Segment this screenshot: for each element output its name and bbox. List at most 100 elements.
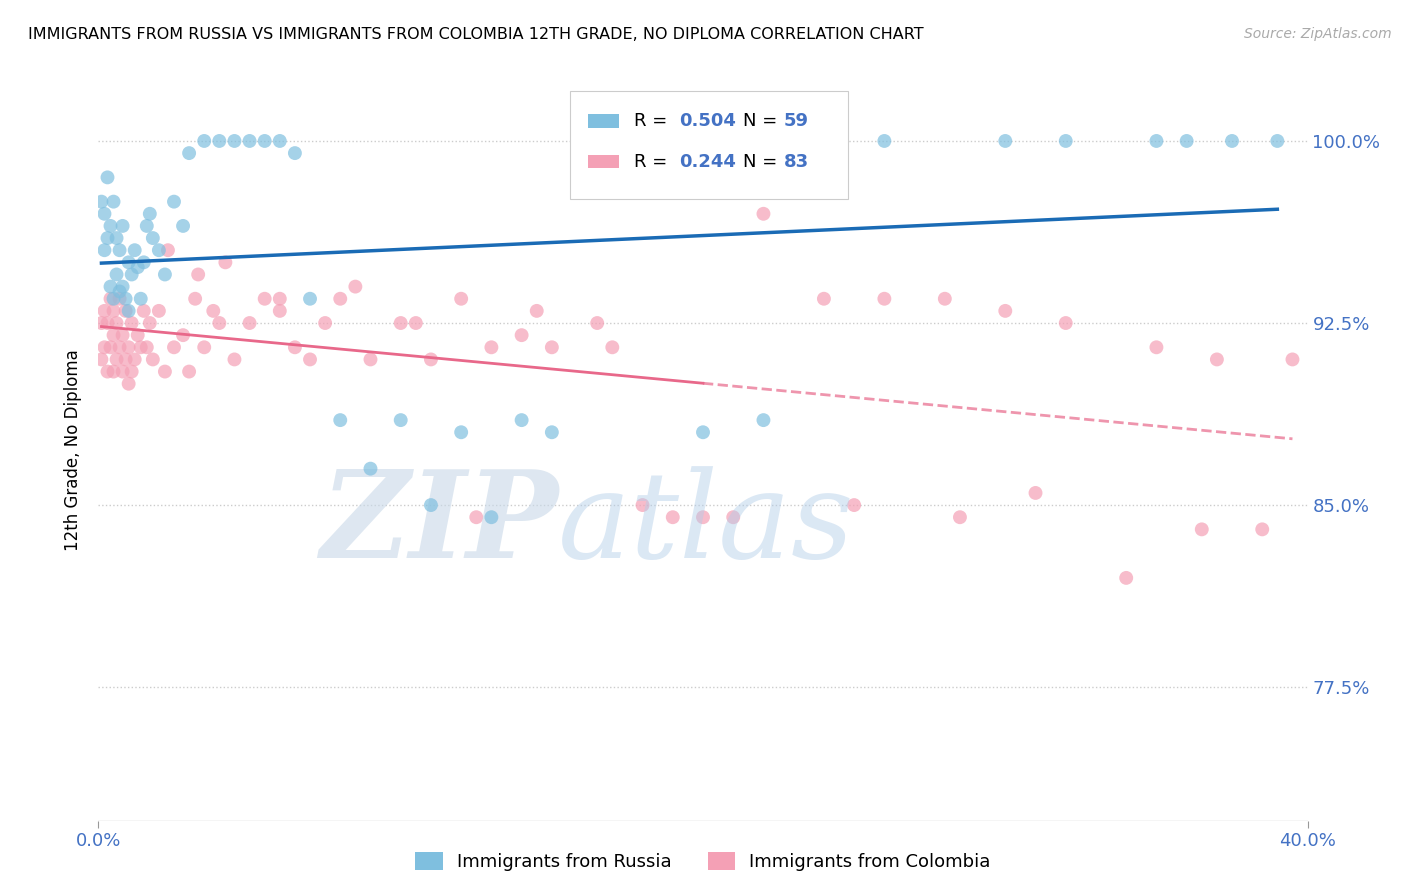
Point <box>127 328 149 343</box>
Point <box>118 376 141 391</box>
Point <box>1146 134 1168 148</box>
Point <box>1251 522 1274 536</box>
Point <box>111 328 134 343</box>
Point <box>284 146 307 161</box>
Point <box>184 292 207 306</box>
Point <box>239 134 262 148</box>
Point <box>481 340 503 354</box>
Point <box>172 328 194 343</box>
Point <box>100 292 122 306</box>
Point <box>118 304 141 318</box>
Point <box>114 352 136 367</box>
Point <box>526 304 548 318</box>
Point <box>172 219 194 233</box>
Point <box>752 207 775 221</box>
Y-axis label: 12th Grade, No Diploma: 12th Grade, No Diploma <box>65 350 83 551</box>
Point <box>90 194 112 209</box>
Text: 59: 59 <box>785 112 808 130</box>
Point <box>631 498 654 512</box>
Point <box>135 219 157 233</box>
Point <box>96 231 118 245</box>
Point <box>118 255 141 269</box>
Point <box>540 340 562 354</box>
Bar <box>588 155 619 169</box>
Point <box>1281 352 1303 367</box>
Point <box>90 352 112 367</box>
Point <box>253 292 276 306</box>
Point <box>179 365 201 379</box>
Point <box>163 340 186 354</box>
Point <box>661 510 683 524</box>
Point <box>813 292 835 306</box>
Point <box>253 134 276 148</box>
Point <box>96 170 118 185</box>
Text: 0.244: 0.244 <box>679 153 735 170</box>
Legend: Immigrants from Russia, Immigrants from Colombia: Immigrants from Russia, Immigrants from … <box>408 845 998 879</box>
Point <box>142 231 165 245</box>
Point <box>299 292 322 306</box>
Point <box>450 292 472 306</box>
Point <box>284 340 307 354</box>
Point <box>481 510 503 524</box>
Point <box>108 292 131 306</box>
Point <box>121 365 143 379</box>
Point <box>153 268 176 282</box>
Point <box>224 352 246 367</box>
Point <box>329 413 352 427</box>
Point <box>118 340 141 354</box>
Point <box>202 304 225 318</box>
Point <box>142 352 165 367</box>
Text: atlas: atlas <box>558 466 855 583</box>
Point <box>269 292 291 306</box>
Point <box>752 413 775 427</box>
Point <box>450 425 472 440</box>
Point <box>129 292 152 306</box>
Point <box>1267 134 1289 148</box>
Point <box>844 498 866 512</box>
Point <box>153 365 176 379</box>
Point <box>139 316 162 330</box>
Point <box>540 425 562 440</box>
Point <box>121 316 143 330</box>
Text: N =: N = <box>742 153 783 170</box>
Point <box>111 365 134 379</box>
Point <box>96 316 118 330</box>
Point <box>214 255 236 269</box>
Text: 83: 83 <box>785 153 808 170</box>
Point <box>994 304 1017 318</box>
Point <box>723 510 745 524</box>
Text: R =: R = <box>634 153 673 170</box>
Point <box>602 134 624 148</box>
Point <box>692 425 714 440</box>
Point <box>692 510 714 524</box>
Point <box>105 268 128 282</box>
Point <box>93 340 115 354</box>
Point <box>420 352 443 367</box>
Point <box>360 352 382 367</box>
Point <box>187 268 209 282</box>
Point <box>571 134 593 148</box>
Point <box>208 134 231 148</box>
Point <box>139 207 162 221</box>
Point <box>148 243 170 257</box>
Text: R =: R = <box>634 112 673 130</box>
Point <box>934 292 956 306</box>
Point <box>114 304 136 318</box>
Point <box>873 134 896 148</box>
Point <box>1206 352 1229 367</box>
Point <box>108 243 131 257</box>
Point <box>269 304 291 318</box>
FancyBboxPatch shape <box>569 91 848 199</box>
Point <box>360 461 382 475</box>
Point <box>193 340 215 354</box>
Point <box>510 328 533 343</box>
Point <box>389 413 412 427</box>
Point <box>1146 340 1168 354</box>
Point <box>329 292 352 306</box>
Point <box>208 316 231 330</box>
Point <box>103 194 125 209</box>
Point <box>179 146 201 161</box>
Point <box>148 304 170 318</box>
Point <box>100 340 122 354</box>
Point <box>96 365 118 379</box>
